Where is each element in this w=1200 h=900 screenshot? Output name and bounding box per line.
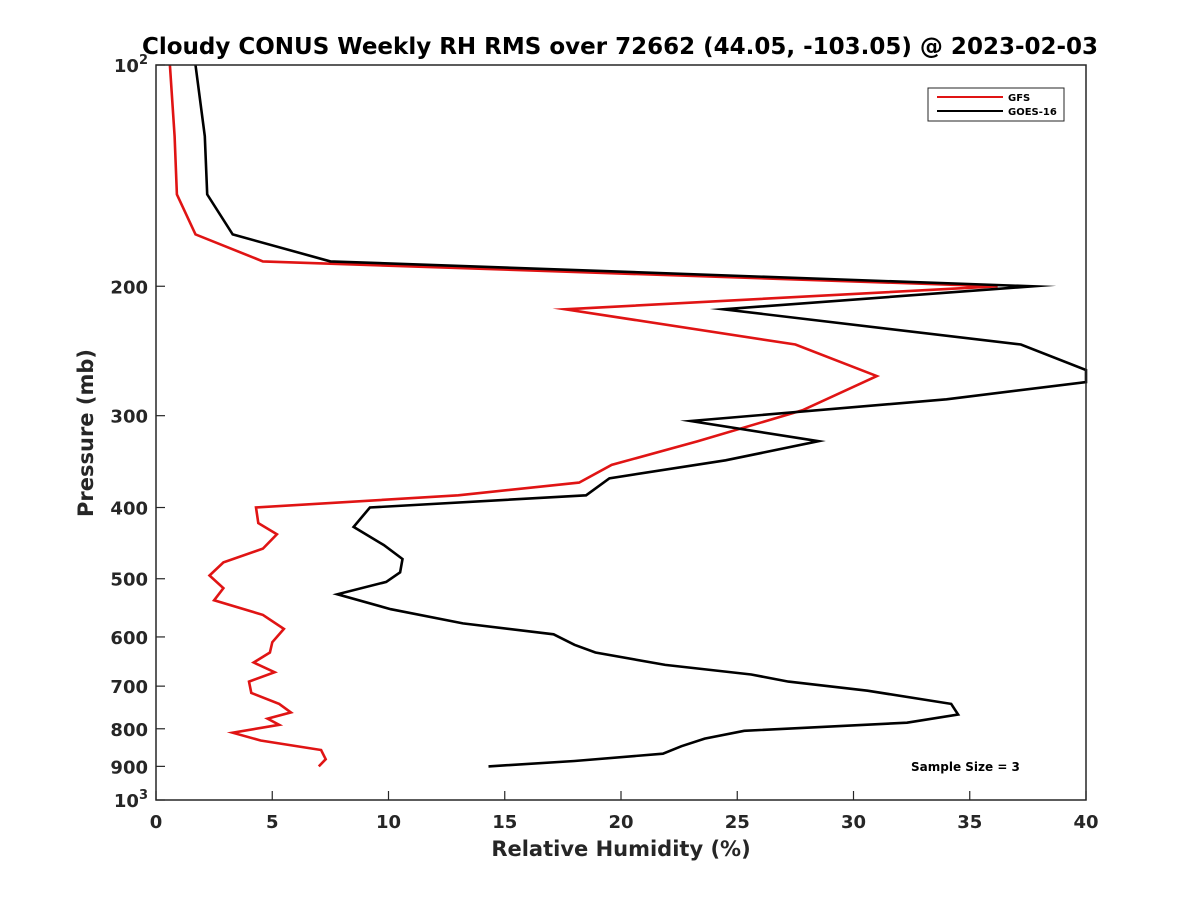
y-tick-label: 900 — [110, 757, 148, 778]
x-tick-label: 5 — [266, 812, 279, 833]
legend-label-goes-16: GOES-16 — [1008, 107, 1057, 118]
y-axis-ticks: 102 200 300 400 500 600 700 800 900 103 — [110, 53, 165, 812]
legend-label-gfs: GFS — [1008, 93, 1030, 104]
y-tick-label: 800 — [110, 720, 148, 741]
legend-box — [927, 87, 1065, 122]
x-tick-label: 25 — [725, 812, 750, 833]
x-tick-label: 30 — [841, 812, 866, 833]
x-axis-ticks: 0 5 10 15 20 25 30 35 40 — [150, 791, 1099, 833]
x-tick-label: 0 — [150, 812, 163, 833]
y-tick-label: 102 — [114, 53, 148, 77]
series-line-goes-16 — [194, 64, 1088, 768]
plot-frame — [155, 64, 1087, 801]
y-tick-label: 200 — [110, 277, 148, 298]
sample-size-annotation: Sample Size = 3 — [911, 760, 1020, 774]
x-tick-label: 15 — [492, 812, 517, 833]
chart-title: Cloudy CONUS Weekly RH RMS over 72662 (4… — [142, 34, 1098, 60]
y-tick-label: 400 — [110, 499, 148, 520]
series-layer — [168, 64, 1088, 768]
y-axis-label: Pressure (mb) — [74, 349, 98, 517]
y-tick-label: 700 — [110, 677, 148, 698]
y-tick-label: 500 — [110, 570, 148, 591]
x-tick-label: 20 — [608, 812, 633, 833]
x-tick-label: 40 — [1073, 812, 1098, 833]
x-axis-label: Relative Humidity (%) — [491, 837, 750, 861]
series-line-gfs — [168, 64, 998, 768]
x-tick-label: 10 — [376, 812, 401, 833]
legend: GFS GOES-16 — [927, 87, 1065, 122]
y-tick-label: 600 — [110, 628, 148, 649]
x-tick-label: 35 — [957, 812, 982, 833]
y-tick-label: 103 — [114, 788, 148, 812]
y-tick-label: 300 — [110, 407, 148, 428]
